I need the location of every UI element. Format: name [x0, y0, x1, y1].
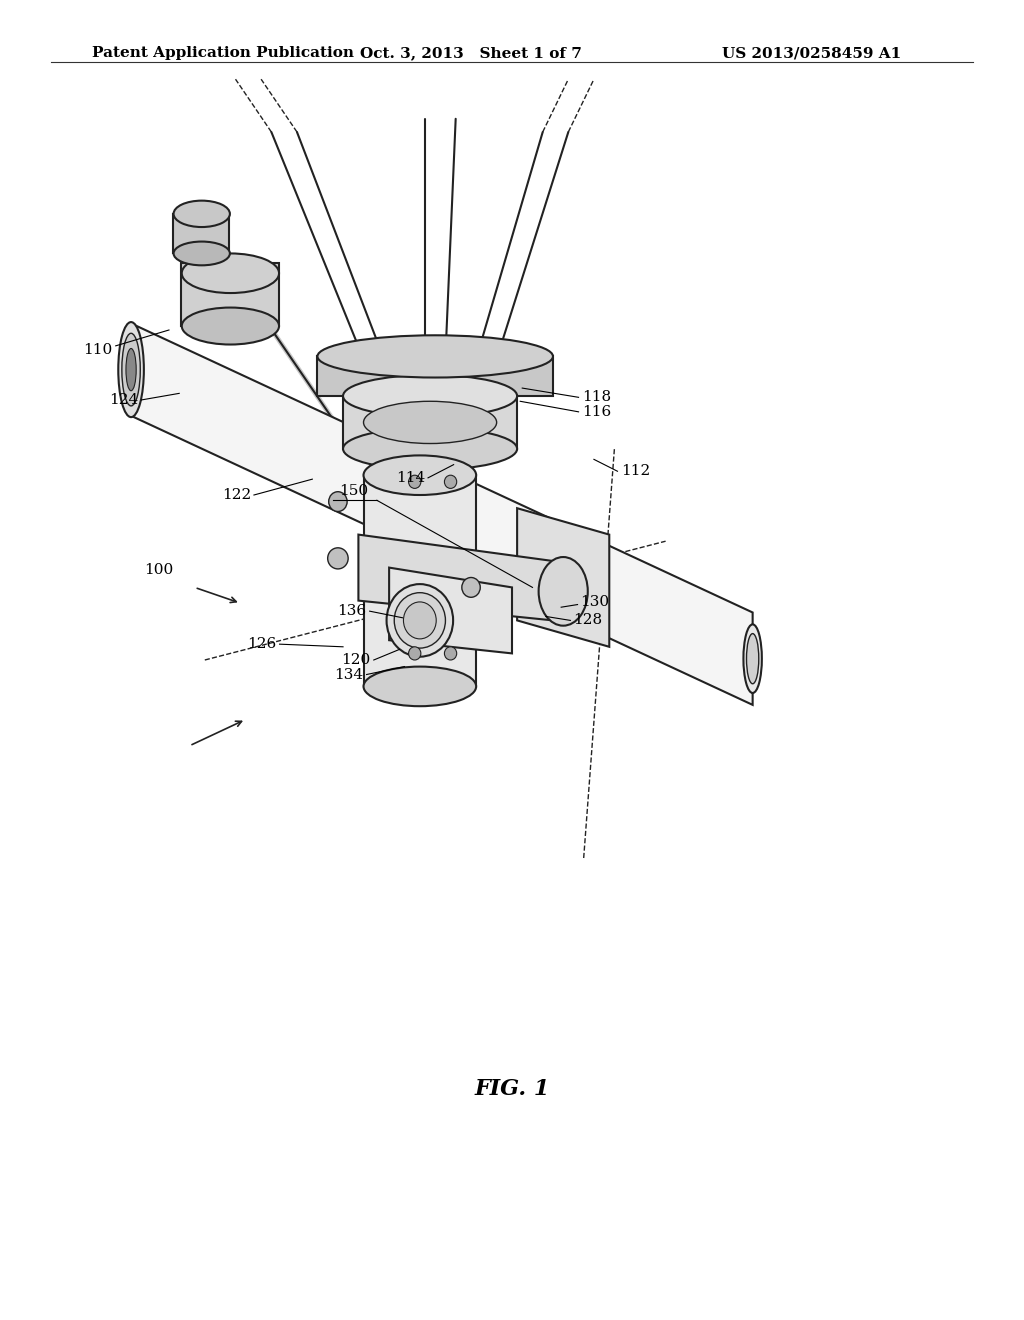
Ellipse shape	[409, 475, 421, 488]
Text: 118: 118	[582, 391, 610, 404]
Ellipse shape	[119, 322, 143, 417]
Polygon shape	[317, 356, 553, 396]
Text: US 2013/0258459 A1: US 2013/0258459 A1	[722, 46, 901, 61]
Bar	[173, 214, 229, 253]
Text: 112: 112	[622, 465, 651, 478]
Ellipse shape	[329, 492, 347, 511]
Ellipse shape	[174, 242, 230, 265]
Polygon shape	[389, 568, 512, 653]
Bar	[181, 263, 279, 326]
Polygon shape	[343, 396, 517, 449]
Ellipse shape	[364, 455, 476, 495]
Ellipse shape	[343, 375, 517, 417]
Ellipse shape	[317, 335, 553, 378]
Ellipse shape	[182, 253, 279, 293]
Ellipse shape	[328, 548, 348, 569]
Text: Oct. 3, 2013   Sheet 1 of 7: Oct. 3, 2013 Sheet 1 of 7	[360, 46, 582, 61]
Ellipse shape	[122, 334, 140, 407]
Text: 114: 114	[395, 471, 425, 484]
Ellipse shape	[444, 475, 457, 488]
Ellipse shape	[386, 583, 453, 656]
Ellipse shape	[126, 348, 136, 391]
Text: 134: 134	[335, 668, 364, 681]
Text: 150: 150	[339, 484, 368, 498]
Text: 136: 136	[338, 605, 367, 618]
Ellipse shape	[444, 647, 457, 660]
Ellipse shape	[743, 624, 762, 693]
Ellipse shape	[403, 602, 436, 639]
Polygon shape	[364, 475, 476, 686]
Text: 124: 124	[109, 393, 138, 407]
Text: 100: 100	[144, 564, 173, 577]
Text: 116: 116	[582, 405, 611, 418]
Text: Patent Application Publication: Patent Application Publication	[92, 46, 354, 61]
Text: 120: 120	[341, 653, 371, 667]
Ellipse shape	[364, 401, 497, 444]
Ellipse shape	[409, 647, 421, 660]
Text: FIG. 1: FIG. 1	[474, 1078, 550, 1100]
Polygon shape	[517, 508, 609, 647]
Ellipse shape	[462, 578, 480, 597]
Ellipse shape	[539, 557, 588, 626]
Ellipse shape	[746, 634, 759, 684]
Text: 126: 126	[247, 638, 276, 651]
Polygon shape	[358, 535, 553, 620]
Text: 130: 130	[581, 595, 609, 609]
Text: 110: 110	[83, 343, 113, 356]
Polygon shape	[131, 323, 753, 705]
Ellipse shape	[182, 308, 279, 345]
Ellipse shape	[364, 667, 476, 706]
Text: 122: 122	[221, 488, 251, 502]
Ellipse shape	[174, 201, 230, 227]
Text: 128: 128	[573, 614, 602, 627]
Ellipse shape	[394, 593, 445, 648]
Ellipse shape	[343, 428, 517, 470]
